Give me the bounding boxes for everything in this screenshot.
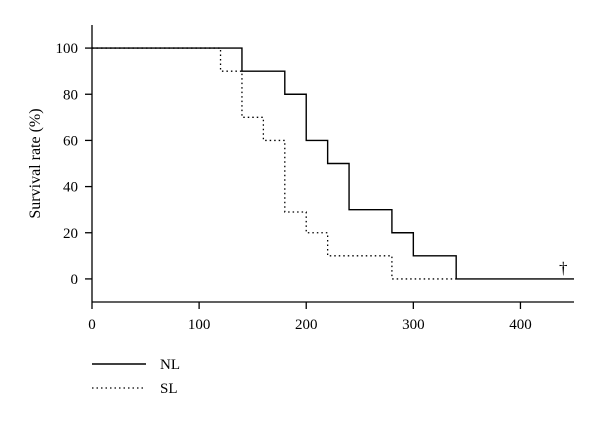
legend-label-nl: NL xyxy=(160,357,180,373)
y-tick-label-60: 60 xyxy=(63,133,78,149)
x-tick-label-400: 400 xyxy=(509,317,532,333)
series-nl-line xyxy=(92,47,574,280)
y-tick-label-0: 0 xyxy=(71,272,79,288)
axes xyxy=(91,25,574,303)
series-layer xyxy=(92,47,574,280)
y-tick-label-20: 20 xyxy=(63,226,78,242)
x-tick-label-0: 0 xyxy=(88,317,96,333)
y-tick-label-40: 40 xyxy=(63,180,78,196)
x-tick-label-200: 200 xyxy=(295,317,318,333)
legend-label-sl: SL xyxy=(160,381,178,397)
dagger-annotation: † xyxy=(559,258,568,277)
y-axis-label: Survival rate (%) xyxy=(27,108,44,218)
y-tick-label-80: 80 xyxy=(63,87,78,103)
y-tick-label-100: 100 xyxy=(56,41,79,57)
x-tick-label-100: 100 xyxy=(188,317,211,333)
x-tick-label-300: 300 xyxy=(402,317,425,333)
legend: NL SL xyxy=(92,357,180,397)
ticks: 0 20 40 60 80 100 0 100 200 300 400 xyxy=(56,41,532,333)
series-sl-line xyxy=(92,47,457,280)
